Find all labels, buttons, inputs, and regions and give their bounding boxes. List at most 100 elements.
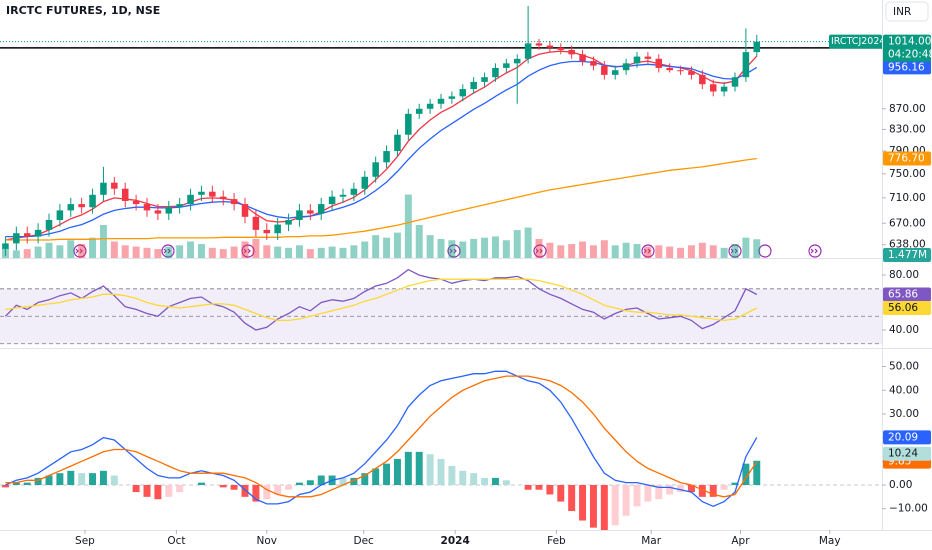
volume-bar (317, 247, 325, 258)
candle-body (165, 207, 173, 214)
volume-bar (328, 246, 336, 258)
value-tag (883, 248, 931, 262)
candle-body (633, 56, 641, 64)
moving-average (5, 157, 757, 241)
histogram-bar (491, 477, 499, 485)
volume-bar (513, 230, 521, 258)
moving-average (5, 60, 758, 238)
histogram-bar (361, 473, 369, 485)
histogram-bar (742, 463, 750, 485)
volume-bar (350, 245, 358, 258)
candle-body (481, 77, 488, 82)
x-tick-label: Oct (167, 535, 185, 547)
histogram-bar (524, 485, 532, 490)
histogram-bar (372, 468, 380, 485)
candle-body (492, 67, 499, 78)
volume-bar (187, 241, 195, 258)
histogram-bar (263, 485, 271, 500)
volume-bar (361, 241, 369, 258)
histogram-bar (56, 473, 64, 485)
y-tick-label: 40.00 (889, 384, 919, 396)
volume-bar (252, 238, 260, 258)
volume-bar (600, 240, 608, 258)
volume-bar (219, 249, 227, 258)
volume-bar (78, 244, 86, 258)
macd-line (5, 370, 758, 508)
candle-body (742, 52, 750, 78)
histogram-bar (219, 485, 227, 488)
volume-bar (666, 246, 674, 258)
histogram-bar (720, 485, 728, 490)
volume-bar (197, 244, 205, 258)
value-tag (883, 287, 931, 302)
histogram-bar (753, 460, 761, 485)
currency-label[interactable]: INR (893, 6, 911, 18)
histogram-bar (579, 485, 587, 521)
volume-bar (546, 242, 554, 258)
x-tick-label: Dec (354, 535, 375, 547)
histogram-bar (535, 485, 543, 490)
last-price-label: 1014.00 (888, 36, 931, 48)
x-tick-label: Apr (731, 535, 750, 547)
histogram-bar (393, 458, 401, 485)
candle-body (535, 43, 543, 46)
histogram-bar (546, 485, 554, 495)
volume-bar (459, 241, 467, 258)
candle-body (209, 191, 216, 197)
volume-bar (589, 245, 597, 258)
histogram-bar (502, 480, 510, 485)
volume-bar (448, 240, 456, 258)
histogram-bar (459, 470, 467, 485)
x-tick-label: Feb (547, 535, 566, 547)
histogram-bar (415, 451, 423, 485)
y-tick-label: 40.00 (889, 324, 919, 336)
volume-bar (753, 239, 761, 258)
volume-bar (687, 245, 695, 258)
candle-body (154, 210, 162, 214)
candle-body (372, 162, 379, 177)
value-tag (883, 300, 931, 315)
histogram-bar (285, 485, 293, 490)
volume-bar (285, 247, 293, 258)
volume-bar (154, 249, 162, 258)
histogram-bar (687, 485, 695, 493)
volume-bar (34, 246, 42, 258)
volume-bar (110, 241, 118, 258)
candle-body (361, 176, 369, 189)
candle-body (557, 47, 565, 50)
value-tag (883, 446, 931, 461)
candle-body (655, 58, 663, 68)
histogram-bar (568, 485, 576, 512)
currency-button[interactable] (885, 1, 929, 22)
y-tick-label: 670.00 (889, 217, 926, 229)
candle-body (67, 204, 75, 211)
x-tick-label: May (819, 535, 841, 547)
rsi-line (5, 278, 758, 322)
volume-bar (524, 227, 532, 258)
volume-bar (89, 237, 97, 258)
candle-body (677, 70, 684, 72)
y-tick-label: 638.00 (889, 239, 926, 251)
candle-body (699, 74, 706, 85)
countdown-label: 04:20:48 (888, 49, 932, 61)
histogram-bar (306, 480, 314, 485)
volume-bar (698, 242, 706, 258)
histogram-bar (644, 485, 652, 502)
candle-body (383, 151, 390, 163)
candle-body (263, 229, 271, 234)
candle-body (568, 49, 575, 55)
symbol-tag (829, 34, 882, 49)
volume-bar (295, 245, 303, 258)
histogram-bar (666, 485, 674, 495)
candle-body (176, 204, 183, 208)
histogram-bar (622, 485, 630, 516)
x-tick-label: Nov (257, 535, 278, 547)
volume-bar (731, 244, 739, 258)
moving-average (5, 50, 758, 241)
y-tick-label: 50.00 (889, 361, 919, 373)
histogram-bar (34, 477, 42, 485)
volume-bar (568, 244, 576, 258)
histogram-bar (23, 482, 31, 485)
volume-bar (404, 194, 412, 258)
histogram-bar (132, 485, 140, 493)
